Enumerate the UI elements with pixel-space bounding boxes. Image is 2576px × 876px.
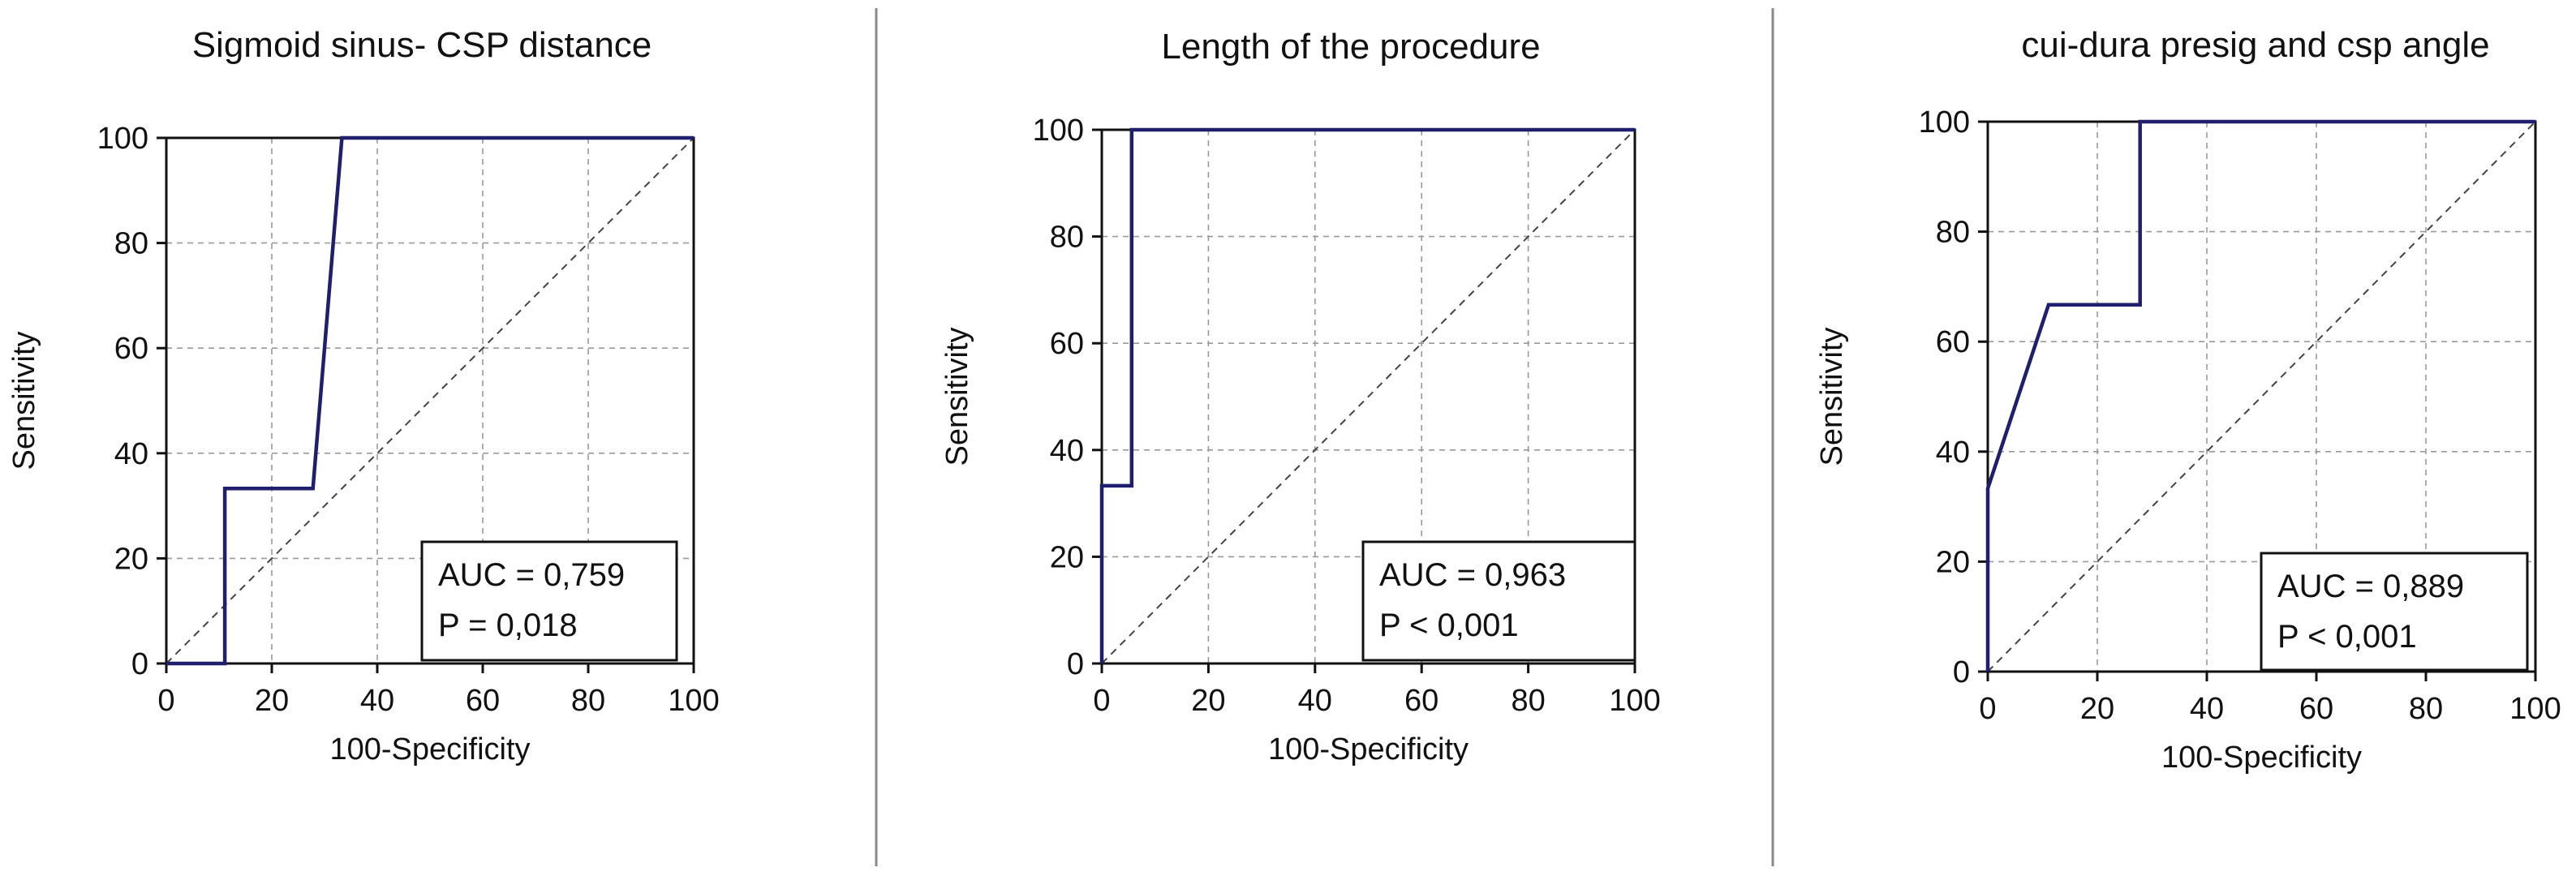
x-tick-label: 80 [2409,692,2443,726]
x-axis-label: 100-Specificity [2161,741,2362,775]
auc-annotation-text: P < 0,001 [1379,608,1519,643]
x-tick-label: 40 [1298,684,1332,718]
roc-curve-line [1099,127,1635,663]
x-axis-label: 100-Specificity [329,732,530,766]
y-tick-label: 20 [1050,540,1084,574]
y-tick-label: 80 [114,227,148,261]
y-tick-label: 20 [114,542,148,576]
x-tick-label: 80 [571,684,605,718]
x-tick-label: 0 [1093,684,1110,718]
x-tick-label: 100 [668,684,719,718]
auc-annotation-text: AUC = 0,889 [2277,569,2464,604]
y-tick-label: 0 [1953,655,1970,689]
x-tick-label: 100 [2509,692,2561,726]
roc-panel-3: cui-dura presig and csp angle 0 20 40 60 80 10… [1815,25,2561,775]
y-tick-label: 40 [1936,436,1970,470]
roc-curve-line [166,135,694,666]
x-tick-label: 0 [157,684,174,718]
auc-annotation-text: P = 0,018 [438,608,578,643]
x-tick-label: 60 [1404,684,1439,718]
roc-panel-1: Sigmoid sinus- CSP distance 0 20 40 60 80 100 0… [7,25,720,766]
y-tick-label: 100 [1919,105,1970,140]
auc-annotation-box [2260,552,2529,672]
x-axis-label: 100-Specificity [1268,732,1469,766]
auc-annotation-text: AUC = 0,759 [438,557,625,593]
reference-diagonal [1101,129,1636,664]
y-tick-label: 20 [1936,545,1970,579]
reference-diagonal [166,137,695,664]
y-tick-label: 0 [131,647,148,681]
y-tick-label: 60 [1936,325,1970,359]
y-tick-label: 100 [1033,114,1084,148]
auc-annotation-box [1361,540,1636,662]
y-axis-label: Sensitivity [940,327,974,466]
chart-title: cui-dura presig and csp angle [2021,25,2489,65]
auc-annotation-text: P < 0,001 [2277,619,2417,655]
x-tick-label: 40 [2190,692,2224,726]
roc-curve-line [1985,119,2535,672]
y-tick-label: 40 [1050,434,1084,468]
y-tick-label: 100 [97,122,148,156]
y-axis-label: Sensitivity [1815,327,1849,466]
y-tick-label: 80 [1050,221,1084,255]
x-tick-label: 40 [360,684,394,718]
x-tick-label: 20 [2080,692,2114,726]
chart-title: Length of the procedure [1161,27,1540,67]
x-tick-label: 20 [1191,684,1225,718]
auc-annotation-text: AUC = 0,963 [1379,557,1566,593]
auc-annotation-box [420,540,678,662]
y-tick-label: 60 [1050,327,1084,361]
x-tick-label: 0 [1979,692,1996,726]
roc-panel-2: Length of the procedure 0 20 40 60 80 100 0 20 40… [940,27,1661,766]
x-tick-label: 80 [1511,684,1545,718]
y-tick-label: 60 [114,332,148,366]
x-tick-label: 20 [255,684,289,718]
y-axis-label: Sensitivity [7,331,41,470]
y-tick-label: 0 [1067,647,1084,681]
y-tick-label: 40 [114,437,148,471]
x-tick-label: 60 [2299,692,2333,726]
x-tick-label: 60 [466,684,500,718]
chart-title: Sigmoid sinus- CSP distance [192,25,652,65]
y-tick-label: 80 [1936,216,1970,250]
x-tick-label: 100 [1609,684,1660,718]
